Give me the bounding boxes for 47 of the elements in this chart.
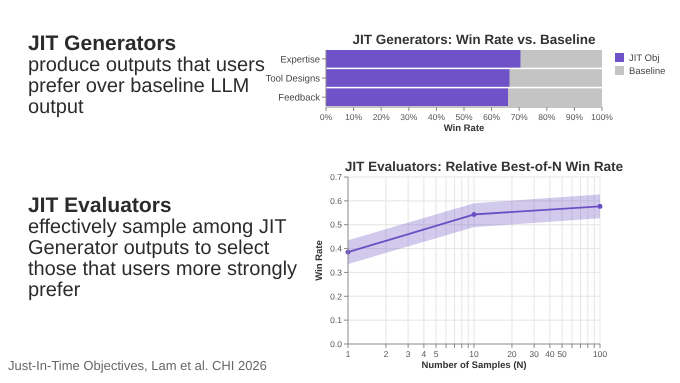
point bbox=[598, 204, 602, 209]
y-tick-label: 0.6 bbox=[330, 196, 342, 206]
x-tick-label: 4 bbox=[421, 349, 426, 359]
x-axis-title: Number of Samples (N) bbox=[421, 360, 527, 371]
chart-title: JIT Generators: Win Rate vs. Baseline bbox=[352, 32, 596, 47]
y-tick-label: Feedback bbox=[278, 92, 320, 104]
x-tick-label: 2 bbox=[384, 349, 389, 359]
x-axis-title: Win Rate bbox=[444, 123, 484, 134]
y-axis-title: Win Rate bbox=[314, 240, 325, 281]
text: produce outputs that users prefer over baseline LLM output bbox=[28, 54, 265, 118]
x-tick-label: 100% bbox=[591, 112, 614, 122]
x-tick-label: 40% bbox=[428, 112, 446, 122]
x-tick-label: 3 bbox=[406, 349, 411, 359]
x-tick-label: 20% bbox=[372, 112, 390, 122]
x-tick-label: 30 bbox=[529, 349, 540, 359]
chart-title: JIT Evaluators: Relative Best-of-N Win Rate bbox=[344, 159, 624, 174]
x-tick-label: 30% bbox=[400, 112, 418, 122]
x-tick-label: 100 bbox=[592, 349, 608, 359]
x-tick-label: 50% bbox=[455, 112, 473, 122]
text: Just-In-Time Objectives, Lam et al. CHI 2026 bbox=[8, 358, 267, 373]
text: JIT Generators bbox=[28, 32, 178, 55]
x-tick-label: 60% bbox=[483, 112, 501, 122]
y-tick-label: 0.4 bbox=[330, 244, 342, 254]
y-tick-label: 0.5 bbox=[330, 220, 342, 230]
x-tick-label: 5 bbox=[434, 349, 439, 359]
y-tick-label: Tool Designs bbox=[266, 74, 320, 84]
x-tick-label: 80% bbox=[538, 112, 556, 122]
text: JIT Evaluators bbox=[28, 194, 173, 217]
x-tick-label: 20 bbox=[507, 349, 517, 359]
x-tick-label: 90% bbox=[566, 112, 584, 122]
y-tick-label: 0.1 bbox=[330, 315, 342, 326]
x-tick-label: 10 bbox=[469, 349, 479, 359]
y-tick-label: Expertise bbox=[280, 54, 320, 66]
point bbox=[472, 212, 476, 217]
legend-label: Baseline bbox=[629, 66, 666, 77]
x-tick-label: 10% bbox=[345, 112, 363, 122]
legend-label: JIT Obj bbox=[629, 53, 660, 64]
y-tick-label: 0.7 bbox=[330, 172, 342, 182]
text: effectively sample among JIT Generator outputs to select those that users more strongly prefer bbox=[28, 216, 298, 301]
x-tick-label: 50 bbox=[557, 349, 568, 359]
x-tick-label: 1 bbox=[346, 349, 351, 359]
x-tick-label: 40 bbox=[545, 349, 555, 359]
y-tick-label: 0.2 bbox=[330, 291, 342, 302]
x-tick-label: 0% bbox=[320, 112, 333, 122]
y-tick-label: 0.3 bbox=[330, 267, 342, 278]
x-tick-label: 70% bbox=[510, 112, 528, 122]
y-tick-label: 0.0 bbox=[330, 339, 342, 349]
